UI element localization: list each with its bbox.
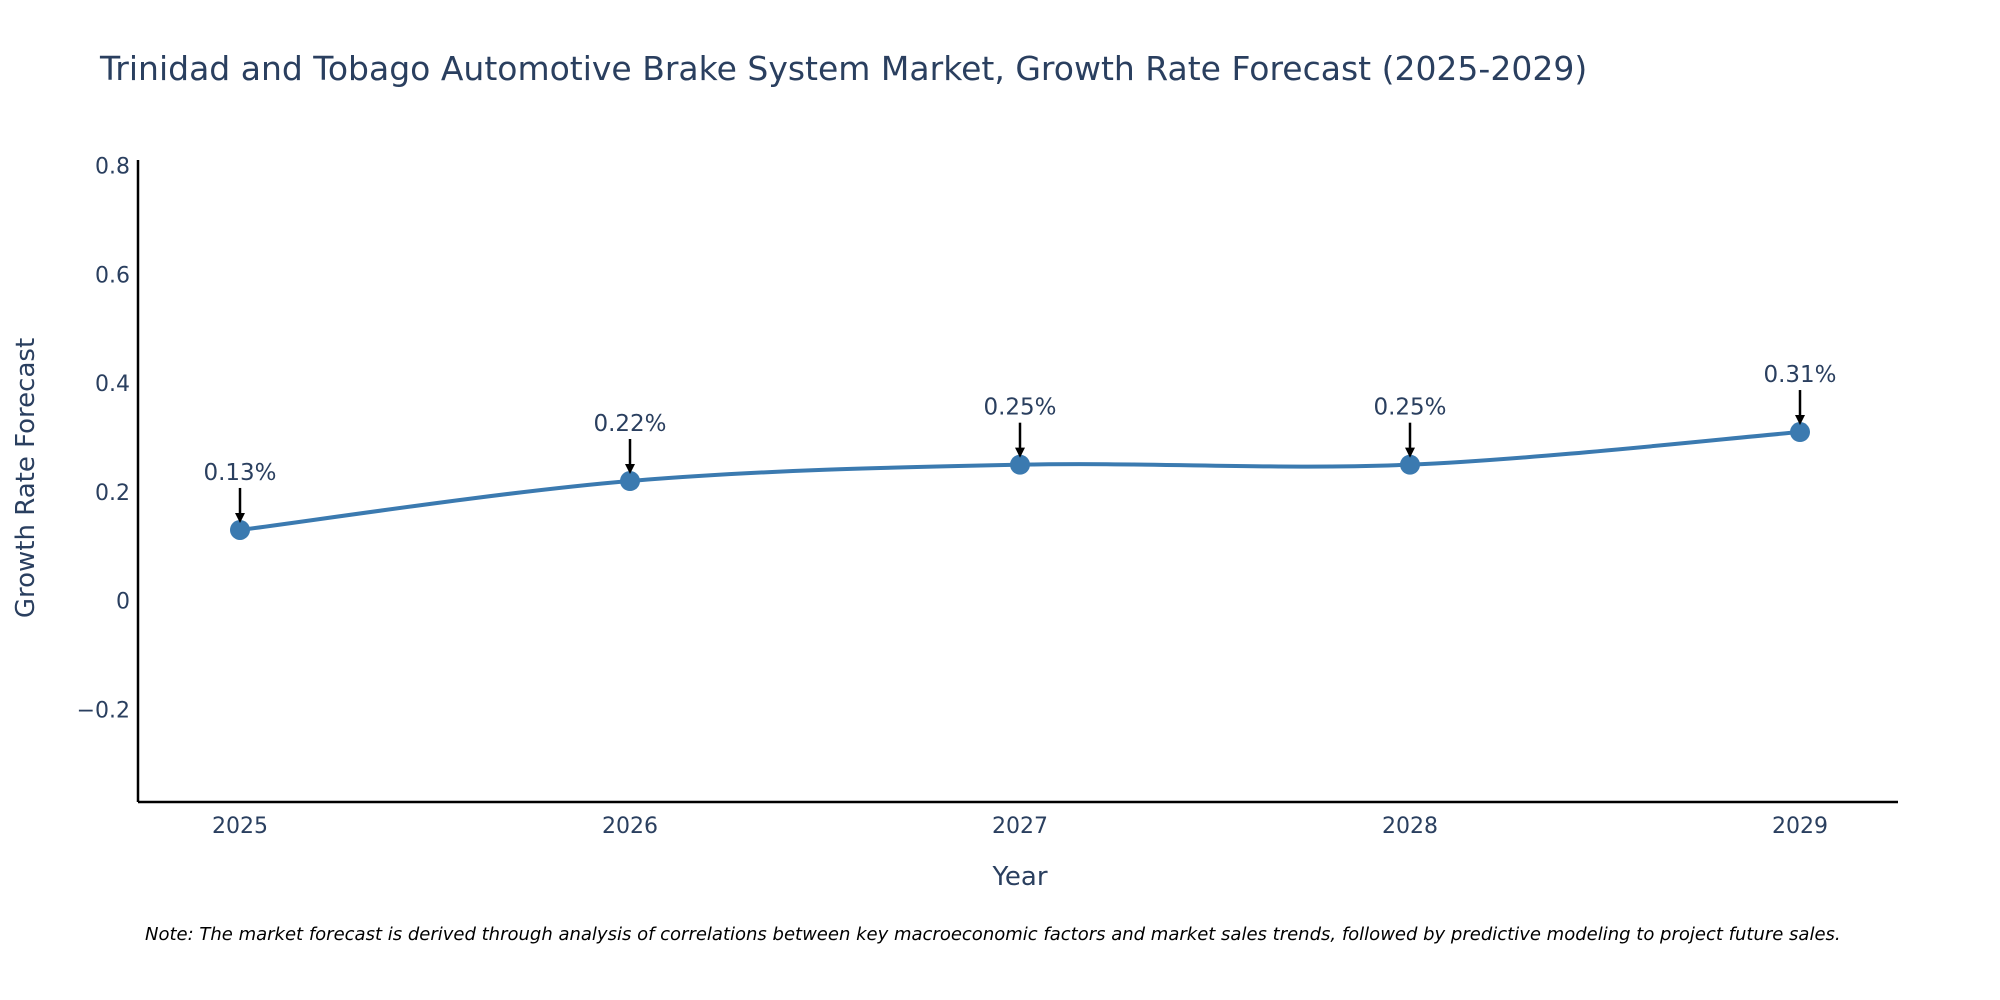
data-point[interactable] [620,471,640,491]
x-axis-title: Year [991,862,1047,892]
data-label: 0.13% [203,460,276,486]
x-tick-label: 2025 [212,814,268,839]
y-tick-label: 0.8 [95,154,130,179]
y-axis-ticks: −0.2 0 0.2 0.4 0.6 0.8 [77,154,130,723]
x-axis-ticks: 2025 2026 2027 2028 2029 [212,814,1828,839]
x-tick-label: 2028 [1382,814,1438,839]
y-tick-label: 0 [116,590,130,615]
x-tick-label: 2027 [992,814,1048,839]
y-axis-title: Growth Rate Forecast [11,338,41,618]
data-label: 0.25% [1373,395,1446,421]
y-tick-label: −0.2 [77,699,130,724]
data-label: 0.31% [1763,362,1836,388]
x-tick-label: 2029 [1772,814,1828,839]
chart-title: Trinidad and Tobago Automotive Brake Sys… [99,49,1587,88]
data-point[interactable] [1790,422,1810,443]
y-tick-label: 0.4 [95,372,130,397]
forecast-note: Note: The market forecast is derived thr… [145,924,1841,945]
data-point[interactable] [1010,454,1030,475]
y-tick-label: 0.6 [95,263,130,288]
plot-area: 0.13% 0.22% 0.25% 0.25% 0.31% [203,362,1837,540]
x-tick-label: 2026 [602,814,658,839]
data-point[interactable] [1400,454,1420,475]
data-label: 0.25% [983,395,1056,421]
y-tick-label: 0.2 [95,481,130,506]
data-point[interactable] [230,519,250,540]
data-label: 0.22% [593,411,666,437]
